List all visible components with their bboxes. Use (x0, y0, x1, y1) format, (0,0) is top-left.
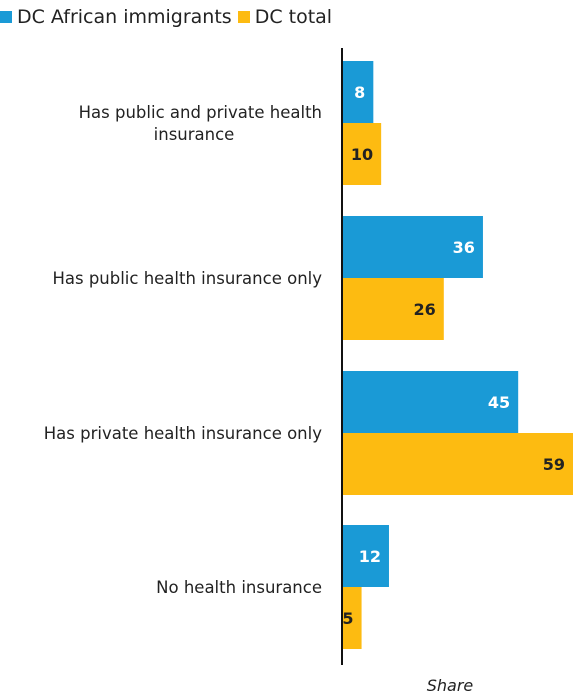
value-label-total-1: 26 (414, 300, 436, 319)
category-label-3: No health insurance (156, 578, 322, 597)
category-label-0: Has public and private health insurance (79, 103, 322, 144)
legend: DC African immigrants DC total (0, 6, 338, 28)
value-label-total-3: 5 (342, 609, 353, 628)
bar-african-2 (342, 371, 519, 433)
legend-item-african: DC African immigrants (0, 6, 232, 28)
value-label-total-0: 10 (351, 145, 373, 164)
legend-swatch-total (237, 11, 250, 23)
bar-african-0 (342, 61, 374, 123)
legend-swatch-african (0, 11, 12, 23)
bar-total-3 (342, 587, 362, 649)
value-label-african-0: 8 (354, 83, 365, 102)
x-axis-title: Share (427, 676, 474, 695)
value-label-total-2: 59 (543, 455, 565, 474)
bar-total-2 (342, 433, 573, 495)
bar-total-1 (342, 278, 444, 340)
legend-label-total: DC total (254, 6, 333, 28)
value-label-african-3: 12 (359, 547, 381, 566)
legend-item-total: DC total (237, 6, 333, 28)
bar-african-1 (342, 216, 483, 278)
category-label-1: Has public health insurance only (52, 269, 322, 288)
value-label-african-2: 45 (488, 393, 510, 412)
bar-african-3 (342, 525, 389, 587)
bar-total-0 (342, 123, 382, 185)
category-label-2: Has private health insurance only (44, 424, 322, 443)
value-label-african-1: 36 (453, 238, 475, 257)
legend-label-african: DC African immigrants (17, 6, 232, 28)
